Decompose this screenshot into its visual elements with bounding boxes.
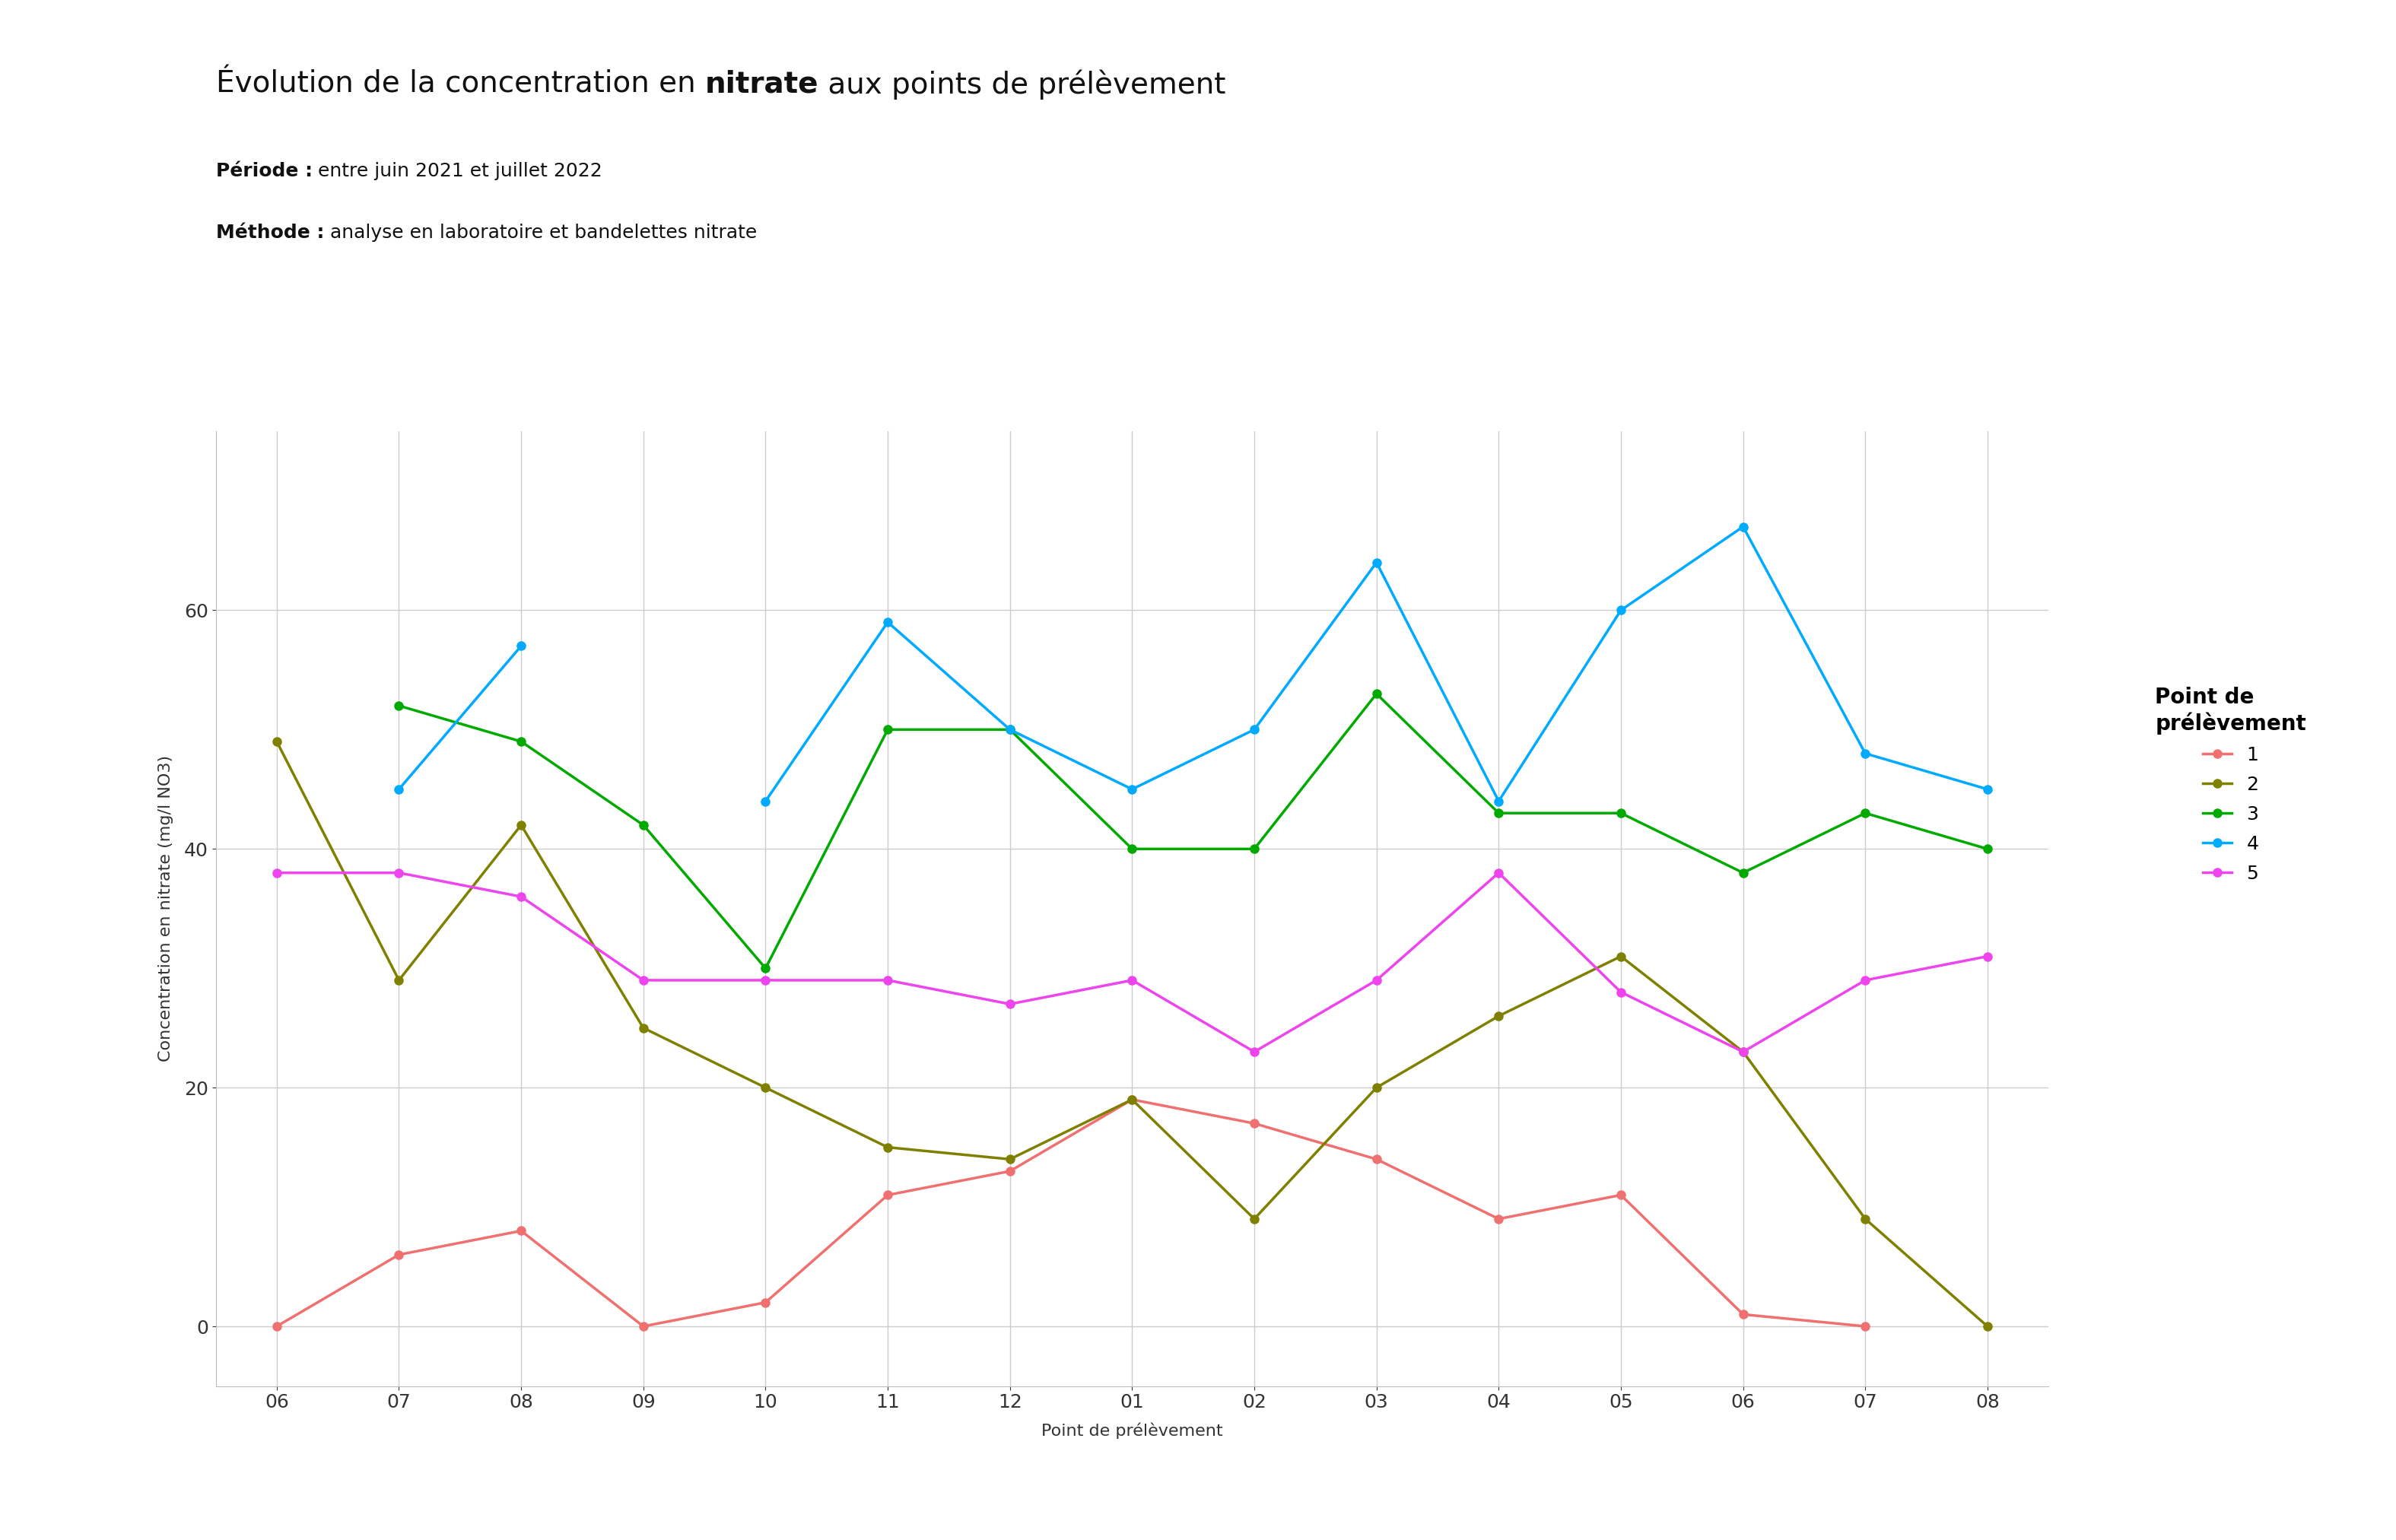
Text: Évolution de la concentration en: Évolution de la concentration en [216, 69, 704, 99]
Text: analyse en laboratoire et bandelettes nitrate: analyse en laboratoire et bandelettes ni… [323, 223, 757, 242]
Y-axis label: Concentration en nitrate (mg/l NO3): Concentration en nitrate (mg/l NO3) [158, 755, 173, 1063]
Text: Méthode :: Méthode : [216, 223, 323, 242]
Legend: 1, 2, 3, 4, 5: 1, 2, 3, 4, 5 [2147, 679, 2315, 890]
X-axis label: Point de prélèvement: Point de prélèvement [1042, 1423, 1222, 1438]
Text: entre juin 2021 et juillet 2022: entre juin 2021 et juillet 2022 [311, 162, 604, 180]
Text: aux points de prélèvement: aux points de prélèvement [819, 69, 1227, 100]
Text: nitrate: nitrate [704, 69, 819, 99]
Text: Période :: Période : [216, 162, 311, 180]
